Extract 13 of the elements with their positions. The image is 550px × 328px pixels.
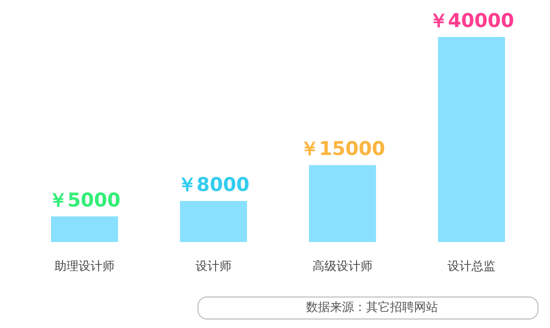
data-label: ￥40000 [428, 10, 514, 32]
x-tick-label: 高级设计师 [312, 259, 372, 273]
source-note: 数据来源：其它招聘网站 [306, 300, 438, 314]
x-tick-label: 助理设计师 [54, 259, 114, 273]
data-label: ￥5000 [48, 189, 120, 212]
data-label: ￥15000 [300, 138, 386, 160]
bar [309, 165, 376, 242]
bar [51, 216, 118, 242]
bar [180, 201, 247, 242]
x-tick-label: 设计师 [196, 259, 232, 273]
data-label: ￥8000 [178, 174, 250, 196]
bar [438, 37, 505, 242]
x-tick-label: 设计总监 [448, 259, 496, 273]
